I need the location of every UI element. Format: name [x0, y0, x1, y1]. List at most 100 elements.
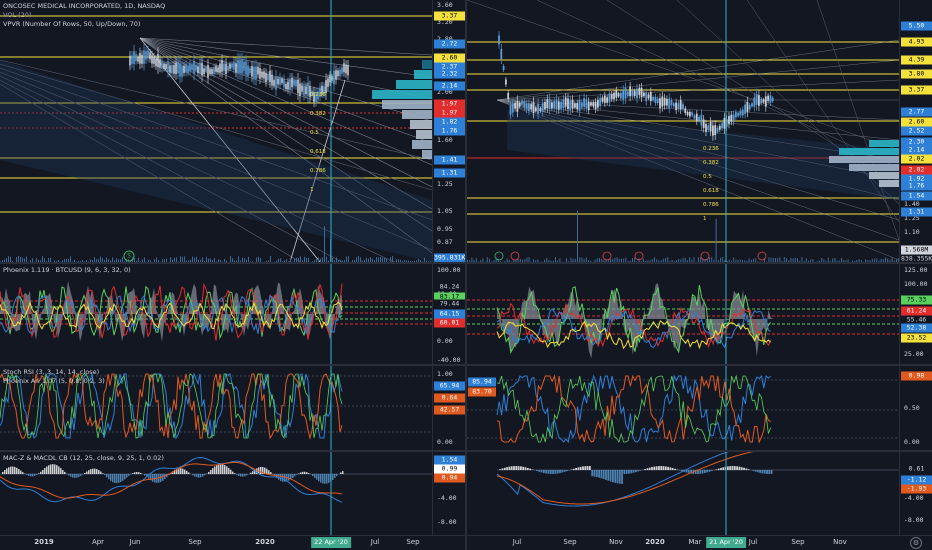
volume-bar: [282, 261, 283, 262]
right-price-plot[interactable]: 0.236 0.382 0.5 0.618 0.786 1: [467, 0, 899, 262]
left-phoenix-title[interactable]: Phoenix 1.119 · BTCUSD (9, 6, 3, 32, 0): [3, 266, 131, 274]
volume-bar: [72, 261, 73, 262]
left-stoch-plot[interactable]: Stoch RSI (3, 3, 14, 14, close) Phoenix …: [0, 366, 432, 450]
left-stoch-title2[interactable]: Phoenix Ari 1.07 (5, 0.8, 0.2, 3): [3, 377, 105, 385]
right-phoenix-scale[interactable]: 125.00100.0075.0050.0025.0075.3361.2455.…: [899, 264, 932, 364]
fib-label: 0.236: [703, 146, 719, 152]
volume-bar: [874, 258, 875, 262]
left-volume-study[interactable]: VOL (20): [3, 11, 32, 19]
volume-bar: [810, 259, 812, 262]
right-price-scale[interactable]: 1.40 1.25 1.10 5.50 4.93 4.39 3.80 3.37 2.77 2.60…: [899, 0, 932, 264]
macd-histogram-bar: [70, 474, 72, 477]
volume-bar: [621, 258, 622, 262]
macd-histogram-bar: [687, 470, 690, 474]
volume-bar: [368, 258, 369, 262]
volume-bar: [869, 260, 871, 262]
volume-bar: [744, 260, 746, 262]
right-divider-3[interactable]: [467, 450, 932, 452]
volume-bar: [651, 259, 653, 262]
candle-body: [603, 95, 606, 104]
volume-bar: [689, 257, 691, 262]
macd-histogram-bar: [96, 469, 98, 474]
volume-bar: [122, 256, 123, 262]
macd-histogram-bar: [46, 466, 48, 474]
right-divider-2[interactable]: [467, 364, 932, 366]
left-phoenix-plot[interactable]: Phoenix 1.119 · BTCUSD (9, 6, 3, 32, 0): [0, 264, 432, 364]
macd-histogram-bar: [766, 470, 768, 474]
left-divider-1[interactable]: [0, 262, 465, 264]
volume-bar: [18, 256, 19, 262]
candle-body: [659, 98, 661, 109]
left-price-svg: 0.236 0.382 0.5 0.618 0.786 1: [0, 0, 432, 262]
settings-gear-icon[interactable]: ⚙: [910, 537, 922, 549]
volume-bar: [378, 257, 379, 262]
candle-body: [235, 63, 237, 73]
fib-fan-line: [139, 37, 432, 188]
volume-bar: [210, 258, 211, 262]
volume-bar: [322, 257, 323, 262]
left-macd-plot[interactable]: MAC-Z & MACDL CB (12, 25, close, 9, 25, …: [0, 452, 432, 536]
macd-histogram-bar: [637, 470, 640, 472]
volume-bar: [495, 257, 497, 262]
volume-bar: [356, 257, 357, 262]
volume-bar: [372, 258, 373, 262]
candle-body: [211, 69, 213, 74]
right-divider-1[interactable]: [467, 262, 932, 264]
pane-splitter[interactable]: [465, 0, 467, 550]
left-price-plot[interactable]: 0.236 0.382 0.5 0.618 0.786 1 ONCOSEC MEDICAL…: [0, 0, 432, 262]
candle-body: [231, 63, 233, 68]
macd-histogram-bar: [40, 471, 42, 474]
candle-body: [583, 98, 585, 107]
right-stoch-plot[interactable]: 85.94 83.70: [467, 366, 899, 450]
left-divider-2[interactable]: [0, 364, 465, 366]
left-time-axis[interactable]: 2019 Apr Jun Sep 2020 Jul Sep 22 Apr '20: [0, 535, 432, 550]
volume-bar: [312, 261, 313, 262]
left-split-marker[interactable]: S: [123, 250, 135, 262]
right-macd-scale[interactable]: -4.00 -8.00 0.61 -1.12 -1.93: [899, 452, 932, 536]
volume-bar: [296, 257, 297, 262]
volume-bar: [852, 260, 853, 262]
volume-bar: [206, 257, 207, 262]
price-label: 2.77: [901, 107, 932, 117]
left-chart-pane[interactable]: 0.236 0.382 0.5 0.618 0.786 1 ONCOSEC MEDICAL…: [0, 0, 466, 550]
macd-histogram-bar: [90, 469, 92, 474]
right-phoenix-plot[interactable]: [467, 264, 899, 364]
channel-fill: [507, 110, 899, 200]
right-time-axis[interactable]: Jul Sep Nov 2020 Mar Jul Sep Nov 21 Apr '20: [467, 535, 899, 550]
left-macd-title[interactable]: MAC-Z & MACDL CB (12, 25, close, 9, 25, …: [3, 454, 164, 462]
macd-histogram-bar: [706, 470, 709, 473]
macd-histogram-bar: [120, 474, 122, 482]
volume-bar: [555, 257, 556, 262]
macd-histogram-bar: [540, 470, 543, 473]
right-stoch-scale[interactable]: 1.000.500.000.98: [899, 366, 932, 450]
macd-histogram-bar: [736, 466, 738, 470]
volume-bar: [174, 257, 175, 262]
macd-histogram-bar: [566, 470, 568, 472]
right-chart-pane[interactable]: 0.236 0.382 0.5 0.618 0.786 1 1.40 1.25 1.10 5.5…: [465, 0, 932, 550]
volume-bar: [574, 258, 576, 262]
volume-bar: [234, 260, 235, 262]
left-price-scale[interactable]: 3.603.202.802.402.001.601.251.050.950.87…: [432, 0, 466, 263]
volume-bar: [867, 260, 869, 262]
volume-bar: [66, 258, 67, 262]
volume-bar: [260, 258, 261, 262]
macd-histogram-bar: [759, 470, 761, 473]
left-divider-3[interactable]: [0, 450, 465, 452]
left-phoenix-scale[interactable]: 100.0060.0020.000.00-40.0084.2483.1779.4…: [432, 264, 466, 364]
volume-bar: [314, 260, 315, 262]
left-stoch-title[interactable]: Stoch RSI (3, 3, 14, 14, close): [3, 368, 100, 376]
left-vpvr-study[interactable]: VPVR (Number Of Rows, 50, Up/Down, 70): [3, 20, 141, 28]
right-macd-plot[interactable]: [467, 452, 899, 536]
scale-tick: 1.40: [904, 200, 920, 208]
macd-histogram-bar: [234, 473, 236, 474]
volume-bar: [827, 257, 829, 262]
left-macd-scale[interactable]: -4.00 -8.00 1.54 0.99 0.94: [432, 452, 466, 536]
candle-body: [229, 64, 231, 69]
macd-histogram-bar: [499, 469, 502, 470]
volume-bar: [246, 259, 247, 262]
fib-label: 0.618: [703, 188, 719, 194]
stoch-d-line: [496, 374, 771, 444]
candle-body: [716, 127, 719, 132]
candle-body: [613, 92, 615, 100]
